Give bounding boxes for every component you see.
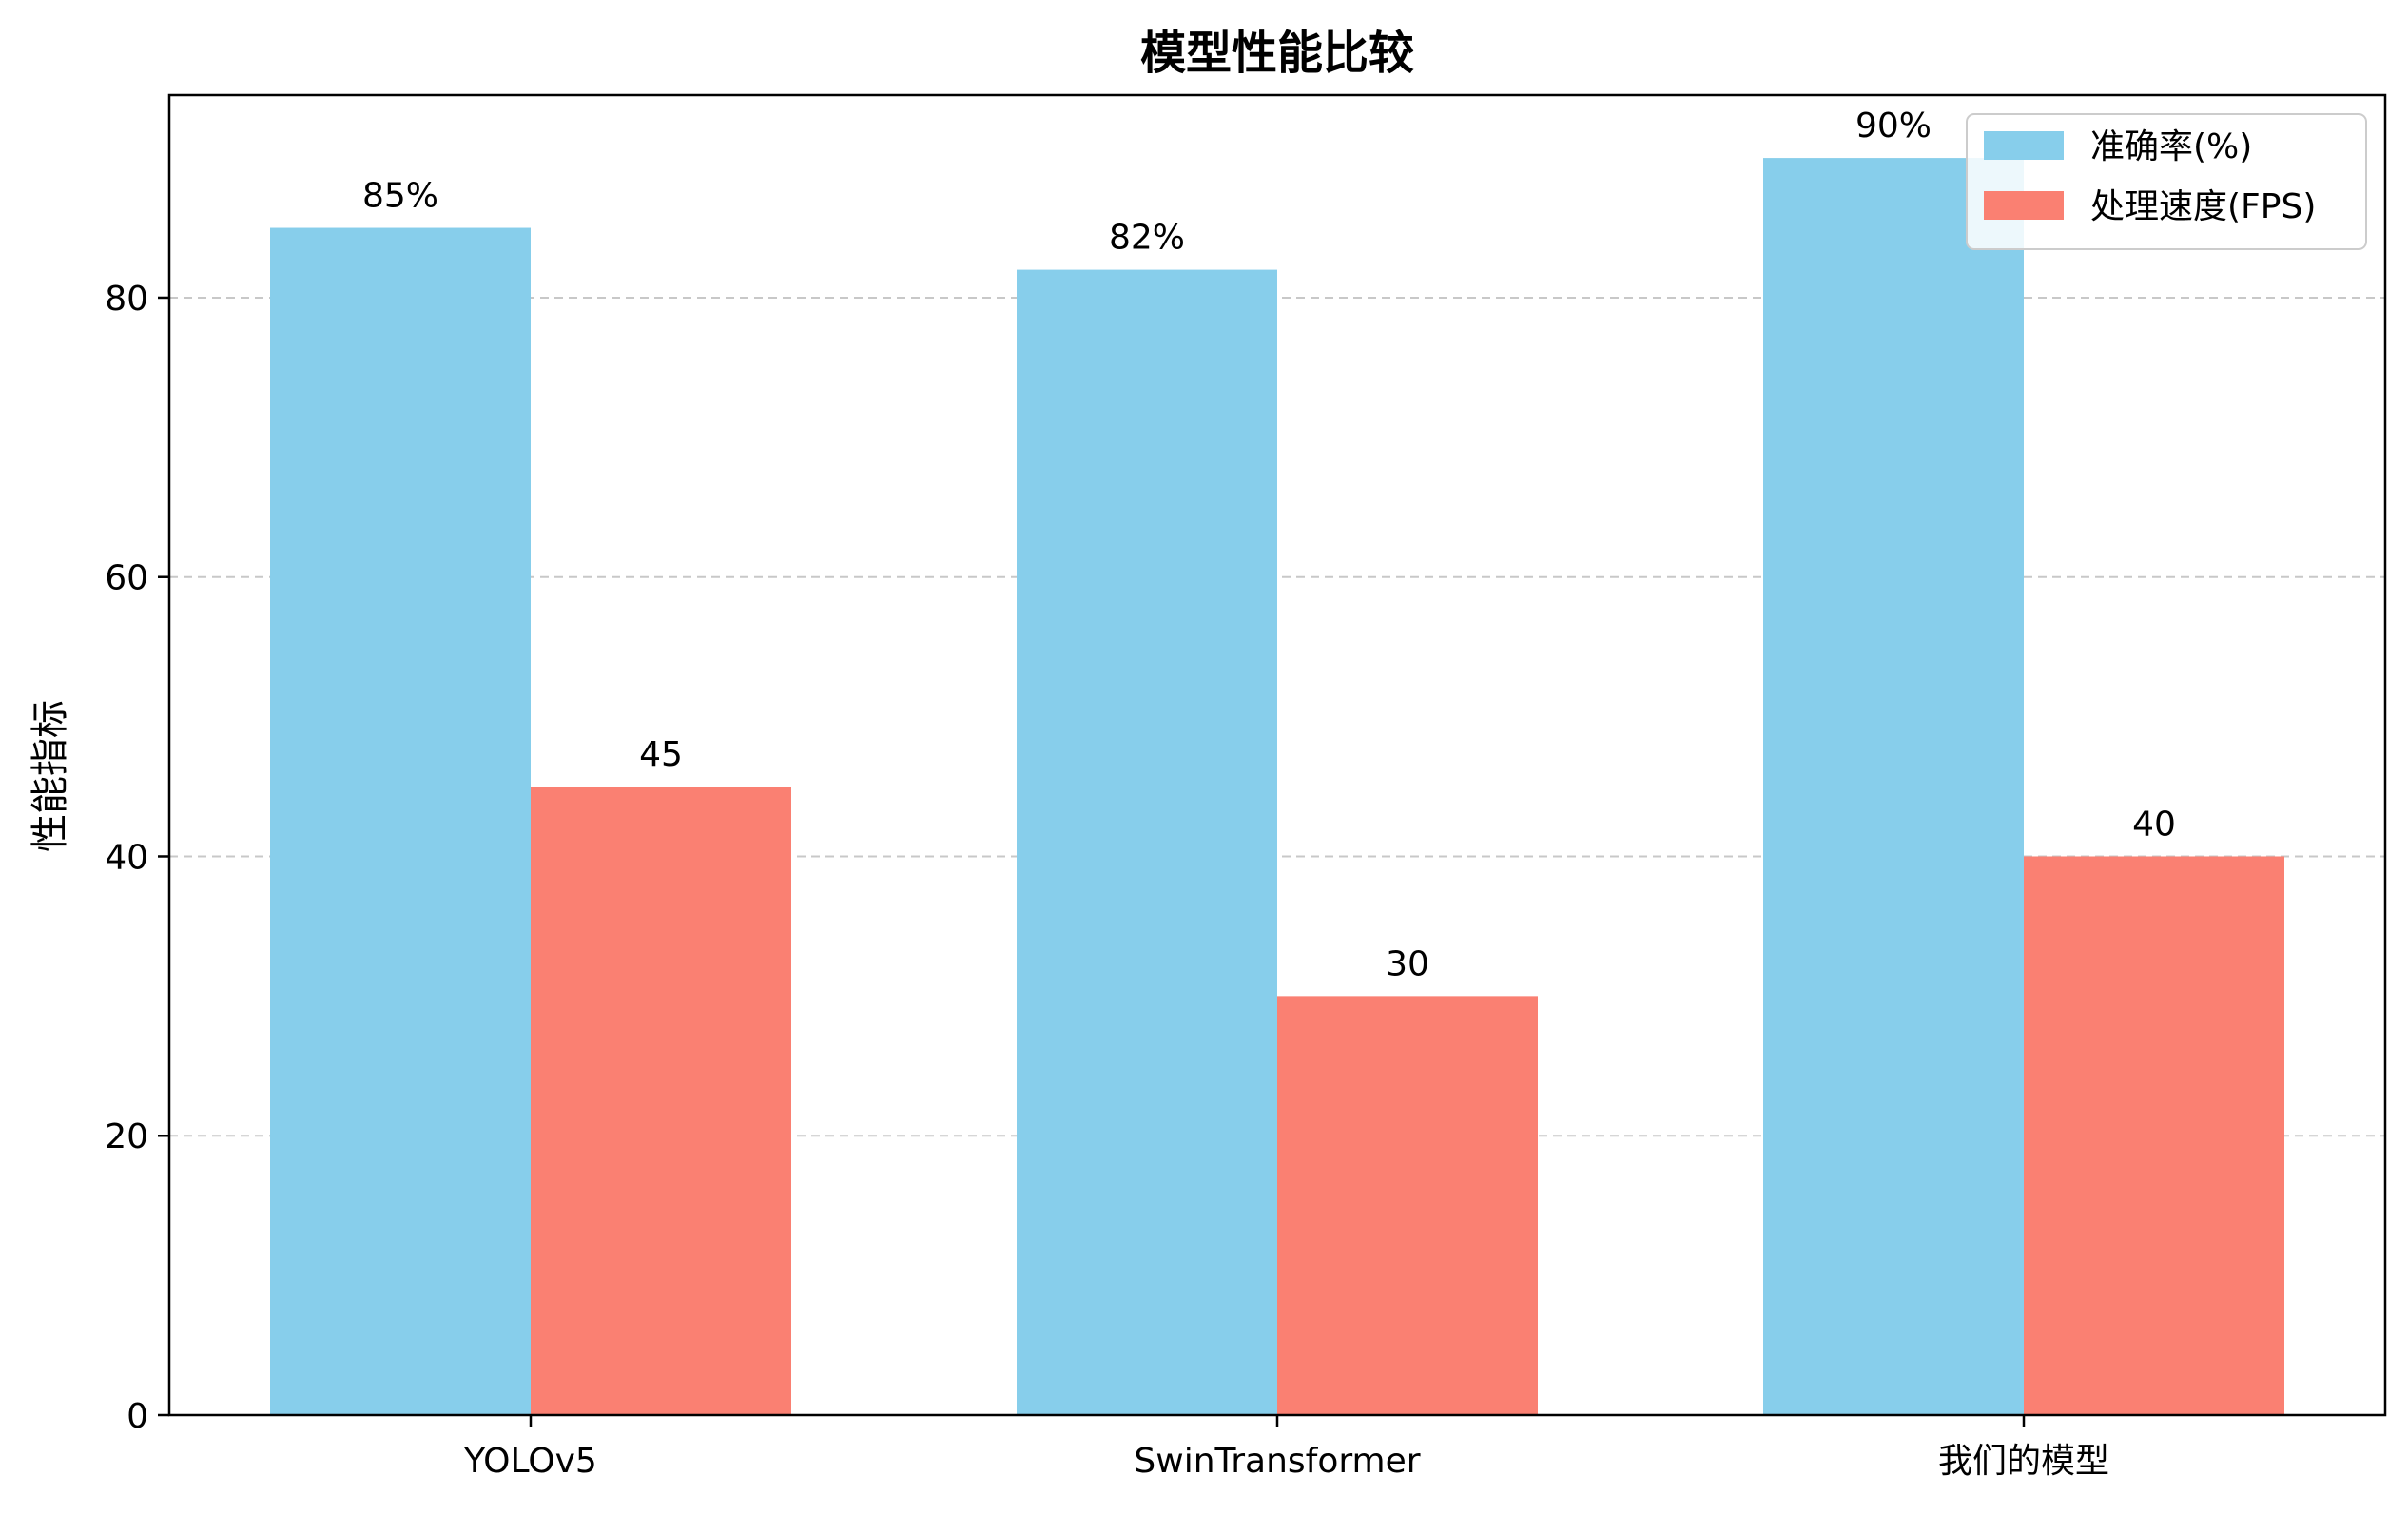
bar-series0-1: [1017, 269, 1277, 1415]
x-tick-label-2: 我们的模型: [1938, 1442, 2109, 1481]
axes: 0 20 40 60 80 YOLOv5 SwinTransformer 我们的模型: [105, 280, 2109, 1481]
y-tick-label-3: 60: [105, 559, 148, 598]
bar-series1-1: [1277, 996, 1538, 1415]
bars: [270, 158, 2284, 1416]
chart-title: 模型性能比较: [1140, 27, 1414, 80]
legend-swatch-0: [1984, 131, 2064, 160]
value-label-series0-2: 90%: [1855, 107, 1932, 146]
y-tick-label-0: 0: [126, 1397, 148, 1436]
value-label-series1-1: 30: [1386, 944, 1429, 983]
legend: 准确率(%) 处理速度(FPS): [1966, 113, 2367, 250]
y-tick-label-4: 80: [105, 280, 148, 319]
legend-label-0: 准确率(%): [2090, 127, 2252, 166]
value-label-series1-2: 40: [2132, 805, 2176, 844]
x-tick-label-1: SwinTransformer: [1134, 1442, 1420, 1481]
legend-swatch-1: [1984, 191, 2064, 220]
bar-series0-2: [1763, 158, 2024, 1416]
bar-series1-2: [2024, 856, 2284, 1415]
bar-series0-0: [270, 227, 531, 1415]
value-label-series0-1: 82%: [1109, 219, 1185, 258]
x-tick-label-0: YOLOv5: [463, 1442, 597, 1481]
value-label-series1-0: 45: [639, 735, 683, 774]
legend-box: [1966, 113, 2367, 250]
value-label-series0-0: 85%: [362, 177, 438, 216]
y-tick-label-2: 40: [105, 838, 148, 877]
value-labels: 85% 82% 90% 45 30 40: [362, 107, 2176, 983]
y-axis-label: 性能指标: [29, 700, 72, 852]
y-tick-label-1: 20: [105, 1117, 148, 1156]
legend-label-1: 处理速度(FPS): [2090, 187, 2316, 226]
bar-series1-0: [531, 787, 791, 1415]
